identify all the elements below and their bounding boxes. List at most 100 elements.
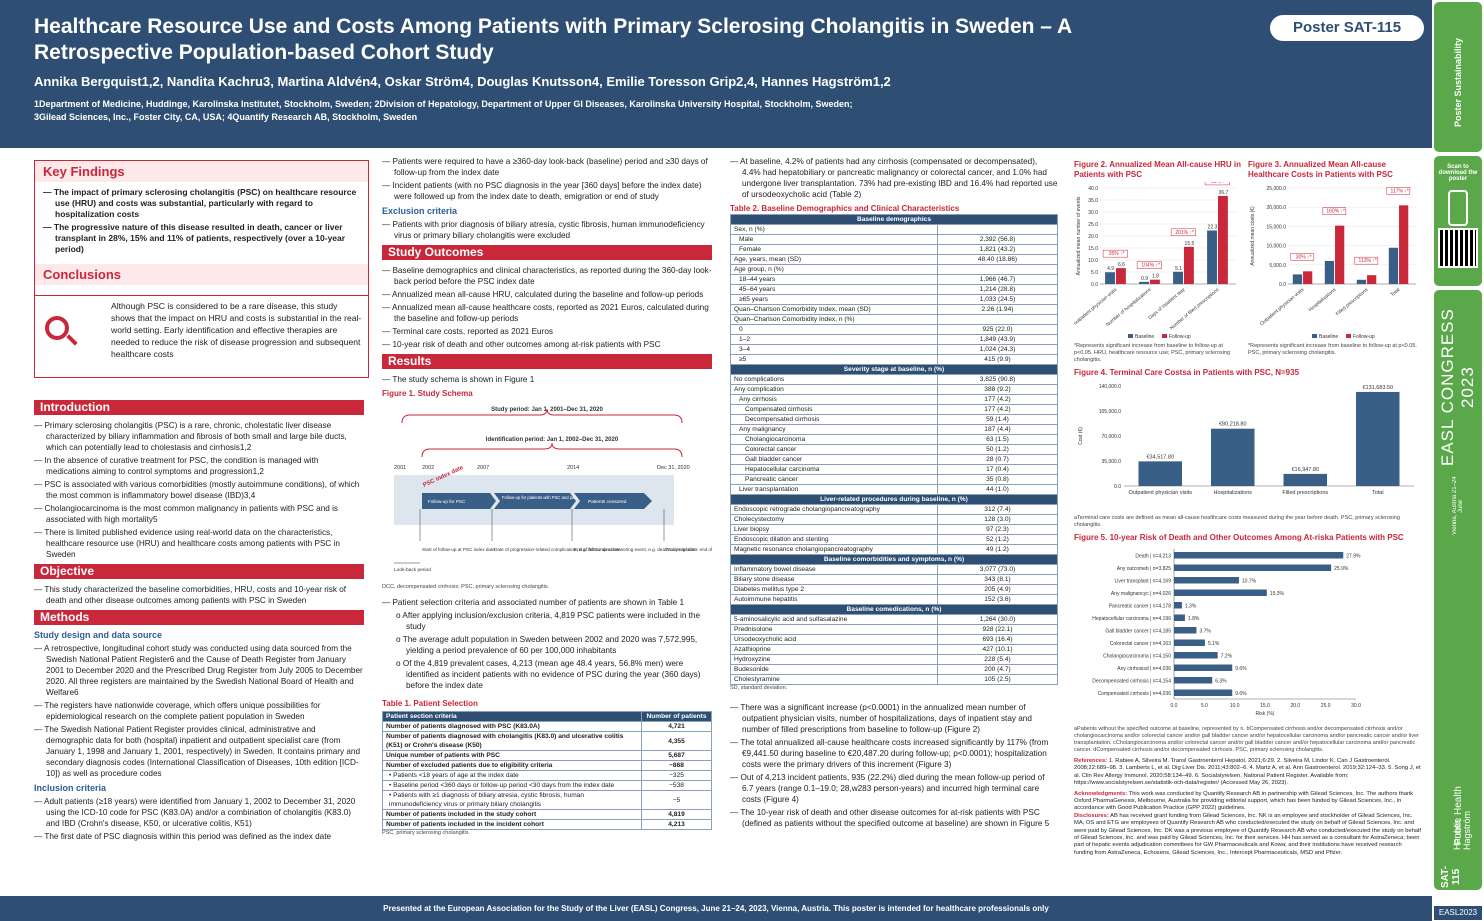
table-cell: Endoscopic retrograde cholangiopancreato…: [730, 504, 938, 515]
figure-5-note: aPatients without the specified outcome …: [1074, 726, 1419, 753]
table-cell: 44 (1.0): [937, 484, 1058, 495]
ack-label: Acknowledgments:: [1074, 790, 1128, 797]
increase-label: 104% ↑*: [1141, 263, 1160, 269]
bar: [1174, 564, 1332, 571]
figure-1-note: DCC, decompensated cirrhosis; PSC, prima…: [382, 584, 550, 590]
figure-2-note: *Represents significant increase from ba…: [1074, 343, 1231, 363]
results-intro: The study schema is shown in Figure 1: [382, 374, 712, 385]
introduction-list: Primary sclerosing cholangitis (PSC) is …: [34, 420, 364, 560]
table-row: Biliary stone disease 343 (8.1): [730, 574, 1058, 585]
table-section-header: Liver-related procedures during baseline…: [730, 494, 1058, 505]
table-cell: No complications: [730, 374, 938, 385]
arrow-2-label: Follow-up for patients with PSC and pati…: [502, 495, 621, 500]
y-tick-label: 70,000.0: [1102, 434, 1122, 440]
figure-4-note: aTerminal care costs are defined as mean…: [1074, 515, 1400, 528]
table-cell: 4,721: [641, 721, 712, 732]
table-cell: 4,819: [641, 809, 712, 820]
data-label: 1.8%: [1188, 616, 1200, 622]
y-tick-label: Death | n=4,213: [1135, 553, 1171, 559]
table-row: Prednisolone 928 (22.1): [730, 624, 1058, 635]
year-label: 2014: [567, 465, 579, 471]
table-row: • Patients with ≥1 diagnosis of biliary …: [382, 790, 712, 810]
table-row: Ursodeoxycholic acid 693 (16.4): [730, 634, 1058, 645]
table-cell: Colorectal cancer: [730, 444, 938, 455]
bar: [1217, 195, 1228, 284]
inclusion-list: Adult patients (≥18 years) were identifi…: [34, 796, 364, 842]
table-cell: 415 (9.9): [937, 354, 1058, 365]
table-cell: Prednisolone: [730, 624, 938, 635]
increase-label: 160% ↑*: [1326, 209, 1345, 215]
id-period-label: Identification period: Jan 1, 2002–Dec 3…: [486, 437, 619, 443]
table-cell: Any complication: [730, 384, 938, 395]
table-cell: • Patients <18 years of age at the index…: [382, 770, 642, 781]
table-cell: 312 (7.4): [937, 504, 1058, 515]
y-tick-label: 0.0: [1091, 282, 1098, 288]
list-item: The progressive nature of this disease r…: [43, 222, 360, 255]
table-cell: 2,392 (56.8): [937, 234, 1058, 245]
bar: [1174, 639, 1205, 646]
x-tick-label: Total: [1390, 287, 1402, 298]
table-row: Azathioprine 427 (10.1): [730, 644, 1058, 655]
legend-baseline: Baseline: [1319, 334, 1338, 340]
references-text: 1. Rabiee A, Silveira M. Transl Gastroen…: [1074, 758, 1421, 787]
data-label: 4.9: [1107, 266, 1114, 272]
data-label: 10.7%: [1242, 578, 1257, 584]
year-label: Dec 31, 2020: [657, 465, 690, 471]
y-tick-label: 140,000.0: [1099, 384, 1121, 390]
table-row: Age, years, mean (SD) 48.40 (18.86): [730, 254, 1058, 265]
year-label: 2007: [477, 465, 489, 471]
y-tick-label: 0.0: [1279, 282, 1286, 288]
table-row: ≥5 415 (9.9): [730, 354, 1058, 365]
table-cell: 3–4: [730, 344, 938, 355]
column-3: At baseline, 4.2% of patients had any ci…: [730, 156, 1058, 831]
table-cell: 343 (8.1): [937, 574, 1058, 585]
table-row: 3–4 1,024 (24.3): [730, 344, 1058, 355]
data-label: 15.3%: [1270, 591, 1285, 597]
arrow-3: [574, 493, 652, 509]
table-row: Number of patients included in the incid…: [382, 819, 712, 830]
table-row: ≥65 years 1,033 (24.5): [730, 294, 1058, 305]
list-item: Out of 4,213 incident patients, 935 (22.…: [730, 772, 1058, 805]
objective-heading: Objective: [34, 564, 364, 579]
y-tick-label: 5,000.0: [1269, 263, 1286, 269]
qr-code-icon[interactable]: [1438, 228, 1478, 268]
table-cell: Number of patients diagnosed with cholan…: [382, 731, 642, 751]
bar: [1292, 274, 1303, 284]
y-tick-label: Any cirrhosisd | n=4,036: [1117, 666, 1171, 672]
table-cell: 18–44 years: [730, 274, 938, 285]
exclusion-heading: Exclusion criteria: [382, 206, 458, 216]
x-tick-label: 10.0: [1230, 703, 1240, 709]
table-cell: 187 (4.4): [937, 424, 1058, 435]
objective-list: This study characterized the baseline co…: [34, 584, 364, 606]
increase-label: 117% ↑*: [1391, 188, 1409, 194]
qr-panel[interactable]: Scan to download the poster: [1434, 156, 1482, 286]
y-tick-label: 35,000.0: [1102, 459, 1122, 465]
conclusions-title: Conclusions: [35, 264, 368, 285]
table-cell: Liver biopsy: [730, 524, 938, 535]
increase-label: 113% ↑*: [1359, 258, 1377, 264]
table-cell: ≥5: [730, 354, 938, 365]
search-icon: [45, 316, 69, 340]
table-section-row: Liver-related procedures during baseline…: [730, 494, 1058, 505]
table-cell: 28 (0.7): [937, 454, 1058, 465]
poster-title: Healthcare Resource Use and Costs Among …: [34, 15, 1072, 64]
table-1-title: Table 1. Patient Selection: [382, 699, 478, 708]
table-cell: Azathioprine: [730, 644, 938, 655]
x-tick-label: 5.0: [1201, 703, 1208, 709]
increase-box: [1136, 261, 1162, 269]
table-cell: Quan–Charlson Comorbidity Index, n (%): [730, 314, 938, 325]
study-schema: Study period: Jan 1, 2001–Dec 31, 2020Id…: [394, 407, 765, 573]
y-tick-label: 40.0: [1088, 186, 1098, 192]
disc-label: Disclosures:: [1074, 812, 1109, 819]
data-label: 22.3: [1208, 224, 1218, 230]
disclosures: Disclosures: AB has received grant fundi…: [1074, 813, 1422, 857]
increase-box: [1290, 253, 1315, 261]
table-cell: 5-aminosalicylic acid and sulfasalazine: [730, 614, 938, 625]
data-label: 6.3%: [1215, 678, 1227, 684]
sustainability-badge: Poster Sustainability: [1434, 2, 1482, 152]
phone-icon: [1448, 190, 1468, 226]
list-item: Adult patients (≥18 years) were identifi…: [34, 796, 364, 829]
figure-4-chart: Cost (€) 0.0 35,000.0 70,000.0 105,000.0 140,…: [1078, 384, 1414, 496]
figure-2-chart: Annualized mean number of events 0.0 5.0 10…: [1055, 177, 1236, 342]
y-tick-label: Decompensated cirrhosis | n=4,154: [1092, 678, 1171, 684]
